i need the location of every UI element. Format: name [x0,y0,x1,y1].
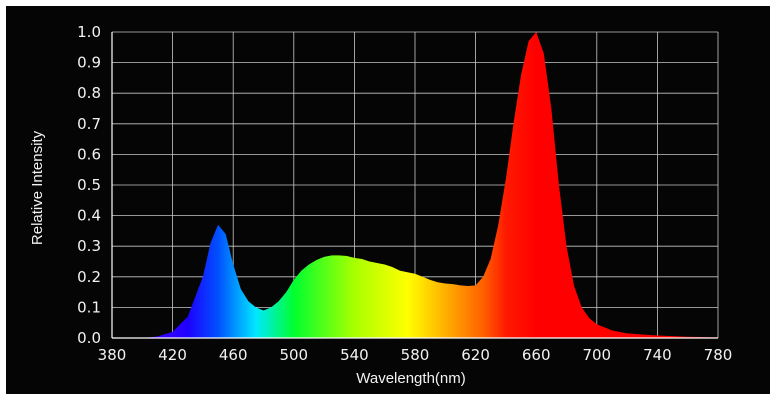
x-tick-label-540: 540 [340,346,369,364]
x-tick-label-700: 700 [582,346,611,364]
x-tick-label-500: 500 [279,346,308,364]
grid-lines [111,31,719,339]
x-tick-labels: 380 420 460 500 540 580 620 660 700 740 780 [98,346,733,364]
y-tick-label-0.8: 0.8 [77,84,101,102]
y-tick-label-0.3: 0.3 [77,237,101,255]
spectrum-area [112,32,718,338]
y-tick-label-0.1: 0.1 [77,298,101,316]
x-tick-label-380: 380 [98,346,127,364]
y-tick-label-0.5: 0.5 [77,176,101,194]
y-tick-labels: 0.0 0.1 0.2 0.3 0.4 0.5 0.6 0.7 0.8 0.9 1.0 [77,23,101,347]
y-tick-label-1.0: 1.0 [77,23,101,41]
x-axis-label: Wavelength(nm) [356,370,465,387]
y-tick-label-0.4: 0.4 [77,207,101,225]
x-tick-label-420: 420 [158,346,187,364]
x-tick-label-740: 740 [643,346,672,364]
y-tick-label-0.2: 0.2 [77,268,101,286]
x-tick-label-660: 660 [522,346,551,364]
y-tick-label-0.9: 0.9 [77,54,101,72]
x-tick-label-580: 580 [401,346,430,364]
x-tick-label-780: 780 [704,346,733,364]
x-tick-label-460: 460 [219,346,248,364]
axes [111,32,718,339]
x-tick-label-620: 620 [461,346,490,364]
y-tick-label-0.6: 0.6 [77,145,101,163]
y-tick-label-0.7: 0.7 [77,115,101,133]
y-axis-label: Relative Intensity [29,130,46,245]
y-tick-label-0.0: 0.0 [77,329,101,347]
